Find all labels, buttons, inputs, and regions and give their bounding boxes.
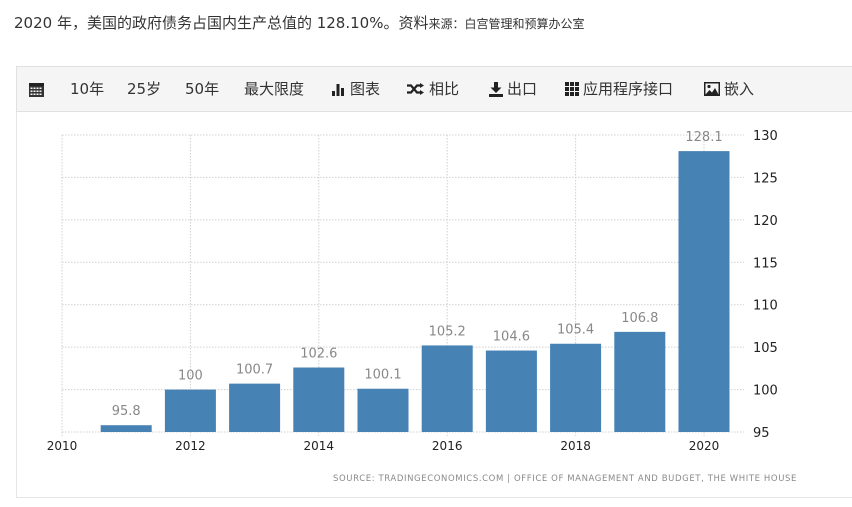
compare-label: 相比 bbox=[429, 80, 460, 98]
y-tick-label: 120 bbox=[753, 214, 778, 229]
embed-button[interactable]: 嵌入 bbox=[704, 67, 754, 111]
y-tick-label: 130 bbox=[753, 129, 778, 144]
x-tick-label: 2020 bbox=[689, 439, 720, 453]
bar-2017[interactable] bbox=[485, 350, 537, 432]
x-tick-label: 2016 bbox=[432, 439, 463, 453]
calendar-icon bbox=[29, 82, 44, 97]
bar-2018[interactable] bbox=[550, 343, 602, 432]
x-tick-label: 2012 bbox=[175, 439, 206, 453]
chart-x-axis: 2010 2012 2014 2016 2018 2020 bbox=[47, 439, 720, 453]
calendar-button[interactable] bbox=[29, 67, 44, 111]
y-tick-label: 115 bbox=[753, 256, 778, 271]
api-button[interactable]: 应用程序接口 bbox=[565, 67, 673, 111]
range-max-button[interactable]: 最大限度 bbox=[244, 80, 305, 98]
chart-value-labels: 95.8 100 100.7 102.6 100.1 105.2 104.6 105.4 106… bbox=[112, 130, 723, 419]
bar-value-label: 104.6 bbox=[493, 330, 530, 345]
chart-type-button[interactable]: 图表 bbox=[332, 67, 380, 111]
bar-value-label: 95.8 bbox=[112, 404, 141, 419]
range-10y-button[interactable]: 10年 bbox=[70, 80, 105, 98]
range-50y-button[interactable]: 50年 bbox=[185, 80, 220, 98]
download-icon bbox=[489, 81, 503, 97]
chart-type-label: 图表 bbox=[350, 80, 381, 98]
headline-source: 来源：白宫管理和预算办公室 bbox=[428, 17, 585, 31]
bar-2013[interactable] bbox=[229, 383, 281, 432]
bar-2020[interactable] bbox=[678, 151, 730, 432]
y-tick-label: 110 bbox=[753, 299, 778, 314]
y-tick-label: 125 bbox=[753, 171, 778, 186]
api-label: 应用程序接口 bbox=[583, 80, 674, 98]
headline-text: 2020 年，美国的政府债务占国内生产总值的 128.10%。资料 bbox=[14, 14, 429, 32]
y-tick-label: 105 bbox=[753, 341, 778, 356]
chart-toolbar: 10年 25岁 50年 最大限度 图表 相比 出口 应用程序接口 嵌入 bbox=[16, 66, 852, 112]
bar-2011[interactable] bbox=[100, 425, 152, 432]
bar-2019[interactable] bbox=[614, 331, 666, 432]
chart-bars bbox=[100, 151, 730, 432]
export-label: 出口 bbox=[507, 80, 538, 98]
y-tick-label: 95 bbox=[753, 426, 770, 441]
bar-2012[interactable] bbox=[164, 389, 216, 432]
y-tick-label: 100 bbox=[753, 384, 778, 399]
bar-value-label: 102.6 bbox=[300, 347, 337, 362]
grid-icon bbox=[565, 82, 579, 96]
bar-chart-icon bbox=[332, 82, 346, 96]
embed-label: 嵌入 bbox=[724, 80, 755, 98]
bar-value-label: 105.2 bbox=[429, 324, 466, 339]
chart-y-axis: 95 100 105 110 115 120 125 130 bbox=[753, 129, 778, 441]
bar-value-label: 106.8 bbox=[621, 311, 658, 326]
headline: 2020 年，美国的政府债务占国内生产总值的 128.10%。资料来源：白宫管理… bbox=[14, 12, 584, 33]
x-tick-label: 2014 bbox=[304, 439, 335, 453]
range-25y-button[interactable]: 25岁 bbox=[127, 80, 162, 98]
bar-value-label: 105.4 bbox=[557, 323, 594, 338]
bar-value-label: 100.7 bbox=[236, 363, 273, 378]
x-tick-label: 2010 bbox=[47, 439, 78, 453]
bar-value-label: 128.1 bbox=[685, 130, 722, 145]
bar-2014[interactable] bbox=[293, 367, 345, 432]
bar-2016[interactable] bbox=[421, 345, 473, 432]
bar-value-label: 100 bbox=[178, 369, 203, 384]
bar-2015[interactable] bbox=[357, 388, 409, 432]
image-icon bbox=[704, 82, 720, 96]
compare-button[interactable]: 相比 bbox=[407, 67, 459, 111]
export-button[interactable]: 出口 bbox=[489, 67, 537, 111]
source-attribution: SOURCE: TRADINGECONOMICS.COM | OFFICE OF… bbox=[333, 474, 797, 484]
x-tick-label: 2018 bbox=[560, 439, 591, 453]
bar-value-label: 100.1 bbox=[364, 368, 401, 383]
shuffle-icon bbox=[407, 83, 425, 95]
